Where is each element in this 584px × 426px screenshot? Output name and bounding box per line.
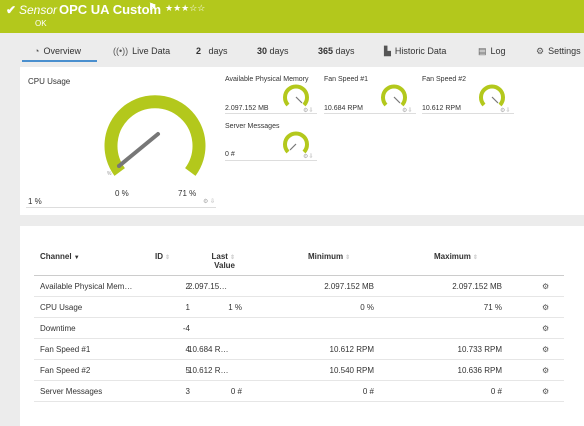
mini-gauge bbox=[283, 84, 309, 107]
divider bbox=[225, 160, 317, 161]
col-header-channel[interactable]: Channel ▼ bbox=[40, 252, 80, 261]
priority-stars[interactable]: ★★★☆☆ bbox=[165, 3, 206, 13]
log-icon: ▤ bbox=[478, 46, 487, 56]
divider bbox=[324, 113, 416, 114]
gauge-tools-icon[interactable]: ⚙ ⇩ bbox=[203, 199, 216, 205]
sort-icon: ⇕ bbox=[472, 255, 478, 261]
svg-text:%: % bbox=[107, 171, 112, 177]
tab-settings[interactable]: ⚙ Settings bbox=[536, 46, 581, 56]
tab-365-days[interactable]: 365 days bbox=[318, 46, 355, 56]
cpu-gauge-title: CPU Usage bbox=[28, 77, 71, 86]
divider bbox=[422, 113, 514, 114]
col-header-minimum[interactable]: Minimum ⇕ bbox=[308, 252, 351, 261]
gauge-tools-icon[interactable]: ⚙⇩ bbox=[303, 108, 314, 114]
cpu-gauge-min: 0 % bbox=[115, 189, 129, 198]
mini-gauge-value: 2.097.152 MB bbox=[225, 105, 269, 112]
channel-settings-icon[interactable]: ⚙ bbox=[542, 282, 550, 291]
status-text: OK bbox=[35, 19, 47, 28]
mini-gauge bbox=[283, 131, 309, 154]
mini-gauge-value: 10.684 RPM bbox=[324, 105, 363, 112]
live-data-icon: ((•)) bbox=[113, 46, 129, 56]
channel-settings-icon[interactable]: ⚙ bbox=[542, 387, 550, 396]
mini-gauge-title: Fan Speed #2 bbox=[422, 76, 466, 83]
col-header-id[interactable]: ID ⇕ bbox=[155, 252, 171, 261]
mini-gauge bbox=[479, 84, 505, 107]
sensor-type-label: Sensor bbox=[19, 3, 58, 17]
tab-2-days[interactable]: 2 days bbox=[196, 46, 228, 56]
channel-settings-icon[interactable]: ⚙ bbox=[542, 324, 550, 333]
table-row[interactable]: Available Physical Mem… 2 2.097.15… 2.09… bbox=[34, 276, 564, 297]
gauge-tools-icon[interactable]: ⚙⇩ bbox=[402, 108, 413, 114]
sort-desc-icon: ▼ bbox=[73, 255, 80, 261]
cpu-gauge-arc bbox=[104, 95, 206, 176]
table-row[interactable]: Server Messages 3 0 # 0 # 0 # ⚙ bbox=[34, 381, 564, 402]
tab-bar: ◔ Overview ((•)) Live Data 2 days 30 days … bbox=[0, 40, 584, 64]
mini-gauge-title: Server Messages bbox=[225, 123, 280, 130]
channel-settings-icon[interactable]: ⚙ bbox=[542, 303, 550, 312]
channel-table-panel: Channel ▼ ID ⇕ Last ⇕ Value Minimum ⇕ Maxim… bbox=[20, 226, 584, 426]
tab-log[interactable]: ▤ Log bbox=[478, 46, 506, 56]
channel-settings-icon[interactable]: ⚙ bbox=[542, 366, 550, 375]
gauge-tools-icon[interactable]: ⚙⇩ bbox=[500, 108, 511, 114]
status-check-icon: ✔ bbox=[6, 3, 17, 17]
chart-icon: ▙ bbox=[384, 46, 391, 56]
channel-settings-icon[interactable]: ⚙ bbox=[542, 345, 550, 354]
sort-icon: ⇕ bbox=[229, 255, 235, 261]
sensor-header: ✔ Sensor OPC UA Custom ⚑ ★★★☆☆ OK bbox=[0, 0, 584, 33]
table-header-divider bbox=[34, 275, 564, 276]
sensor-name: OPC UA Custom bbox=[59, 2, 162, 17]
flag-icon[interactable]: ⚑ bbox=[148, 2, 157, 13]
divider bbox=[225, 113, 317, 114]
mini-gauge bbox=[381, 84, 407, 107]
gauge-icon: ◔ bbox=[34, 46, 40, 56]
sort-icon: ⇕ bbox=[165, 255, 171, 261]
mini-gauge-value: 0 # bbox=[225, 151, 235, 158]
mini-gauge-title: Available Physical Memory bbox=[225, 76, 309, 83]
cpu-gauge-value: 1 % bbox=[28, 197, 42, 206]
table-row[interactable]: CPU Usage 1 1 % 0 % 71 % ⚙ bbox=[34, 297, 564, 318]
table-row[interactable]: Fan Speed #1 4 10.684 R… 10.612 RPM 10.7… bbox=[34, 339, 564, 360]
cpu-gauge: % bbox=[104, 95, 206, 177]
col-header-maximum[interactable]: Maximum ⇕ bbox=[434, 252, 478, 261]
tab-live-data[interactable]: ((•)) Live Data bbox=[113, 46, 171, 56]
overview-panel: CPU Usage % 0 % 71 % 1 % ⚙ ⇩ Available P… bbox=[20, 67, 584, 215]
tab-30-days[interactable]: 30 days bbox=[257, 46, 289, 56]
col-header-last-value[interactable]: Last ⇕ Value bbox=[211, 252, 235, 270]
cpu-gauge-needle-hub bbox=[117, 164, 121, 168]
tab-historic-data[interactable]: ▙ Historic Data bbox=[384, 46, 447, 56]
mini-gauge-value: 10.612 RPM bbox=[422, 105, 461, 112]
tab-overview[interactable]: ◔ Overview bbox=[34, 46, 81, 56]
divider bbox=[26, 207, 216, 208]
active-tab-indicator bbox=[22, 60, 97, 62]
table-row[interactable]: Fan Speed #2 5 10.612 R… 10.540 RPM 10.6… bbox=[34, 360, 564, 381]
cpu-gauge-max: 71 % bbox=[178, 189, 197, 198]
mini-gauge-title: Fan Speed #1 bbox=[324, 76, 368, 83]
sort-icon: ⇕ bbox=[345, 255, 351, 261]
gear-icon: ⚙ bbox=[536, 46, 545, 56]
cpu-gauge-needle bbox=[117, 132, 160, 168]
table-row[interactable]: Downtime -4 ⚙ bbox=[34, 318, 564, 339]
gauge-tools-icon[interactable]: ⚙⇩ bbox=[303, 154, 314, 160]
